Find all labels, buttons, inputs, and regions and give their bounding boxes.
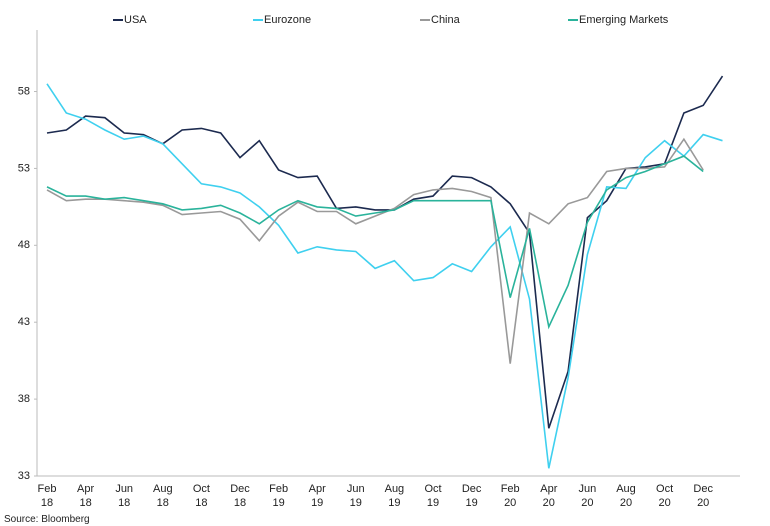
- x-tick-label: Jun 19: [346, 483, 365, 509]
- legend-label: Emerging Markets: [579, 14, 669, 26]
- x-tick-label: Oct 20: [656, 483, 674, 509]
- y-tick-label: 53: [18, 162, 30, 174]
- x-tick-label: Jun 18: [115, 483, 134, 509]
- series-line: [46, 137, 704, 364]
- x-tick-label: Aug 20: [616, 483, 636, 509]
- x-tick-label: Apr 19: [308, 483, 326, 509]
- x-tick-label: Oct 19: [424, 483, 442, 509]
- x-tick-label: Aug 19: [384, 483, 405, 509]
- x-tick-label: Apr 20: [540, 483, 558, 509]
- x-tick-label: Dec 20: [693, 483, 713, 509]
- legend-label: USA: [124, 14, 147, 26]
- x-tick-label: Oct 18: [192, 483, 210, 509]
- series-line: [46, 155, 704, 330]
- y-tick-label: 33: [18, 470, 30, 482]
- series-line: [46, 75, 724, 429]
- legend-label: China: [431, 14, 461, 26]
- y-tick-label: 58: [18, 85, 30, 97]
- y-tick-label: 43: [18, 316, 30, 328]
- x-tick-label: Feb 20: [500, 483, 520, 509]
- x-tick-label: Jun 20: [578, 483, 597, 509]
- y-tick-label: 48: [18, 239, 30, 251]
- series-line: [46, 83, 723, 469]
- legend-label: Eurozone: [264, 14, 311, 26]
- x-tick-label: Dec 18: [230, 483, 250, 509]
- source-note: Source: Bloomberg: [4, 514, 90, 525]
- x-tick-label: Feb 18: [37, 483, 57, 509]
- x-tick-label: Feb 19: [269, 483, 289, 509]
- y-tick-label: 38: [18, 393, 30, 405]
- x-tick-label: Aug 18: [153, 483, 173, 509]
- x-tick-label: Dec 19: [461, 483, 482, 509]
- x-tick-label: Apr 18: [77, 483, 95, 509]
